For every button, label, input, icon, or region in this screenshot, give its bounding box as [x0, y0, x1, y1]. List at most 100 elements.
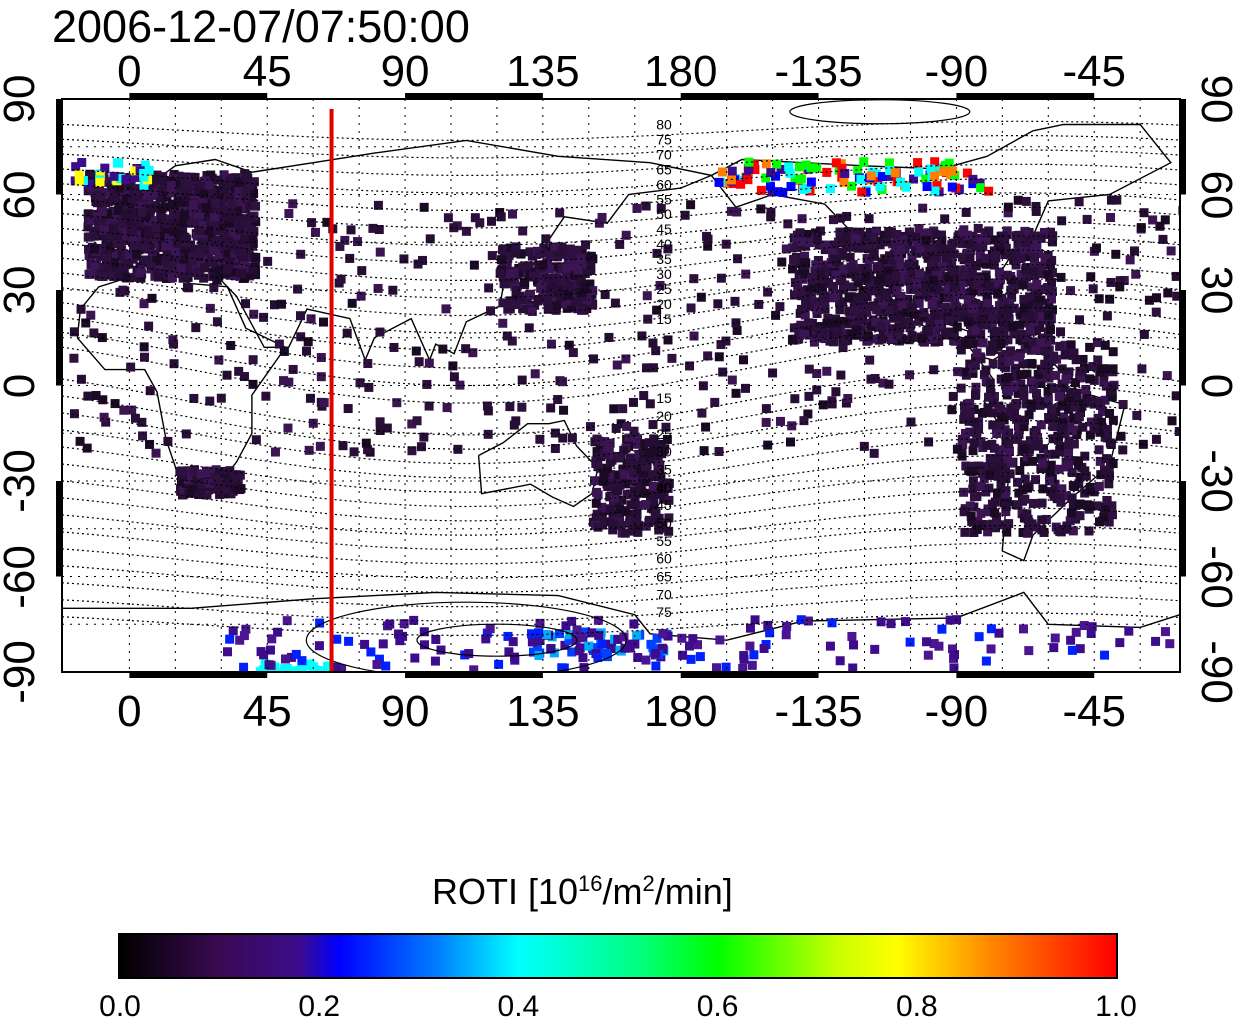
roti-cell: [957, 252, 967, 262]
roti-cell: [297, 661, 307, 671]
roti-cell: [800, 258, 810, 268]
roti-cell: [631, 439, 641, 449]
contour-label: 70: [656, 146, 672, 162]
roti-cell: [569, 256, 579, 266]
roti-cell: [848, 663, 858, 672]
roti-cell: [827, 292, 837, 302]
roti-cell: [247, 234, 257, 244]
roti-cell: [603, 443, 613, 453]
roti-cell: [802, 229, 812, 239]
roti-cell: [221, 248, 231, 258]
roti-cell: [1060, 350, 1070, 360]
roti-cell: [906, 264, 916, 274]
roti-cell: [75, 436, 85, 446]
roti-cell: [1002, 226, 1012, 236]
roti-cell: [831, 270, 841, 280]
roti-cell: [1020, 494, 1030, 504]
roti-cell: [115, 287, 125, 297]
roti-cell: [1049, 643, 1059, 653]
roti-cell: [981, 259, 991, 269]
contour-label: 65: [656, 569, 672, 585]
roti-cell: [134, 215, 144, 225]
roti-cell: [551, 262, 561, 272]
roti-cell: [1060, 429, 1070, 439]
roti-cell: [375, 425, 385, 435]
roti-cell: [1171, 271, 1180, 281]
roti-cell: [855, 227, 865, 237]
roti-cell: [263, 256, 273, 266]
roti-cell: [1033, 369, 1043, 379]
roti-cell: [189, 466, 199, 476]
roti-cell: [448, 361, 458, 371]
roti-cell: [166, 180, 176, 190]
roti-cell: [1064, 415, 1074, 425]
roti-cell: [632, 517, 642, 527]
roti-cell: [1002, 496, 1012, 506]
roti-cell: [475, 218, 485, 228]
roti-cell: [853, 295, 863, 305]
roti-cell: [443, 213, 453, 223]
roti-cell: [1068, 501, 1078, 511]
roti-cell: [1094, 481, 1104, 491]
roti-cell: [1108, 364, 1118, 374]
roti-cell: [171, 199, 181, 209]
bottom-tick-label: 90: [380, 687, 430, 736]
roti-cell: [969, 492, 979, 502]
roti-cell: [956, 383, 966, 393]
roti-cell: [1165, 639, 1175, 649]
roti-cell: [929, 333, 939, 343]
roti-cell: [592, 434, 602, 444]
roti-cell: [117, 245, 127, 255]
roti-cell: [961, 207, 971, 217]
roti-cell: [599, 448, 609, 458]
contour-line: [62, 612, 1180, 636]
roti-cell: [901, 182, 911, 192]
roti-cell: [98, 395, 108, 405]
roti-cell: [934, 641, 944, 651]
roti-cell: [796, 237, 806, 247]
roti-cell: [1014, 488, 1024, 498]
roti-cell: [612, 486, 622, 496]
roti-cell: [984, 483, 994, 493]
roti-cell: [615, 480, 625, 490]
roti-cell: [1014, 320, 1024, 330]
map-title: 2006-12-07/07:50:00: [52, 1, 470, 52]
roti-cell: [1092, 338, 1102, 348]
roti-cell: [1102, 433, 1112, 443]
roti-cell: [922, 182, 932, 192]
roti-cell: [939, 166, 949, 176]
roti-cell: [714, 352, 724, 362]
roti-cell: [777, 257, 787, 267]
roti-cell: [103, 209, 113, 219]
roti-cell: [1080, 451, 1090, 461]
roti-cell: [532, 276, 542, 286]
roti-cell: [1067, 426, 1077, 436]
roti-cell: [229, 483, 239, 493]
roti-cell: [546, 339, 556, 349]
roti-cell: [888, 334, 898, 344]
roti-cell: [814, 240, 824, 250]
roti-cell: [274, 339, 284, 349]
roti-cell: [899, 274, 909, 284]
roti-cell: [1099, 512, 1109, 522]
roti-cell: [914, 286, 924, 296]
roti-cell: [145, 204, 155, 214]
roti-cell: [901, 299, 911, 309]
roti-cell: [552, 273, 562, 283]
roti-cell: [1022, 509, 1032, 519]
roti-cell: [122, 194, 132, 204]
roti-cell: [114, 269, 124, 279]
roti-cell: [1085, 430, 1095, 440]
roti-cell: [594, 218, 604, 228]
roti-cell: [594, 630, 604, 640]
roti-cell: [744, 164, 754, 174]
roti-cell: [264, 660, 274, 670]
contour-label: 40: [656, 479, 672, 495]
roti-cell: [212, 275, 222, 285]
roti-cell: [120, 272, 130, 282]
roti-cell: [179, 484, 189, 494]
roti-cell: [993, 289, 1003, 299]
roti-cell: [805, 238, 815, 248]
roti-cell: [186, 488, 196, 498]
roti-cell: [282, 667, 292, 672]
